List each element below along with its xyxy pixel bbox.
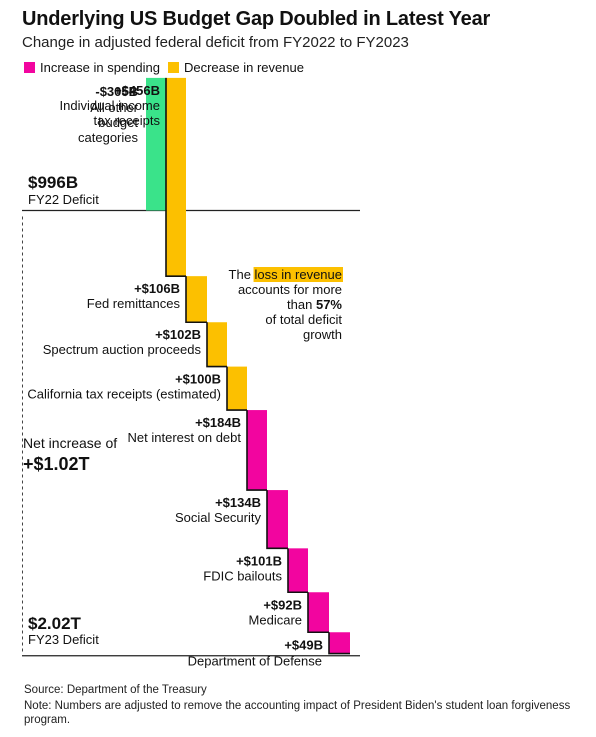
net-increase-label: Net increase of — [23, 435, 117, 451]
waterfall-bar-9 — [308, 592, 329, 633]
waterfall-bar-10 — [329, 632, 350, 654]
legend-label-spending: Increase in spending — [40, 60, 160, 75]
footnote-line-2: program. — [24, 714, 71, 726]
annotation-segment-5-1: growth — [303, 327, 342, 342]
data-label-8: +$101B — [236, 553, 282, 568]
category-label-1-line-3: categories — [78, 130, 138, 145]
annotation-segment-1-2: loss in revenue — [255, 267, 342, 282]
annotation-segment-3-1: than — [287, 297, 316, 312]
annotation-segment-2-1: accounts for more — [238, 282, 342, 297]
waterfall-bar-2 — [166, 77, 186, 277]
legend-swatch-revenue — [167, 62, 179, 73]
end-value-label: $2.02T — [28, 614, 82, 633]
data-label-3: +$106B — [134, 281, 180, 296]
annotation-line-1: The loss in revenue — [229, 267, 342, 282]
category-label-2-line-2: tax receipts — [94, 113, 161, 128]
waterfall-bar-7 — [267, 490, 288, 549]
end-category-label: FY23 Deficit — [28, 632, 99, 647]
waterfall-bar-6 — [247, 410, 267, 491]
legend: Increase in spending Decrease in revenue — [24, 60, 312, 75]
waterfall-bar-8 — [288, 548, 308, 593]
legend-item-revenue: Decrease in revenue — [167, 60, 304, 75]
data-label-10: +$49B — [284, 637, 323, 652]
waterfall-bar-1 — [146, 77, 166, 211]
category-label-7: Social Security — [175, 510, 261, 525]
category-label-1-line-2: budget — [98, 115, 138, 130]
data-label-4: +$102B — [155, 327, 201, 342]
category-label-6: Net interest on debt — [128, 430, 242, 445]
waterfall-bar-5 — [227, 366, 247, 411]
annotation-line-2: accounts for more — [238, 282, 342, 297]
annotation-segment-1-1: The — [229, 267, 255, 282]
category-label-1-line-1: All other — [90, 100, 138, 115]
data-label-1: -$305B — [95, 84, 138, 99]
waterfall-step-outline — [165, 77, 350, 655]
data-label-5: +$100B — [175, 372, 221, 387]
data-label-7: +$134B — [215, 495, 261, 510]
start-category-label: FY22 Deficit — [28, 192, 99, 207]
data-label-6: +$184B — [195, 415, 241, 430]
category-label-5: California tax receipts (estimated) — [27, 387, 221, 402]
waterfall-bar-3 — [186, 276, 207, 323]
category-label-3: Fed remittances — [87, 296, 181, 311]
data-label-9: +$92B — [263, 597, 302, 612]
annotation-line-4: of total deficit — [265, 312, 342, 327]
legend-label-revenue: Decrease in revenue — [183, 60, 304, 75]
footnote-line-1: Note: Numbers are adjusted to remove the… — [24, 700, 571, 712]
legend-item-spending: Increase in spending — [24, 60, 160, 75]
net-increase-value: +$1.02T — [23, 454, 90, 474]
category-label-4: Spectrum auction proceeds — [43, 342, 202, 357]
waterfall-bar-4 — [207, 322, 227, 367]
category-label-9: Medicare — [249, 612, 302, 627]
category-label-8: FDIC bailouts — [203, 568, 282, 583]
chart-subtitle: Change in adjusted federal deficit from … — [22, 34, 409, 51]
category-label-2-line-1: Individual income — [60, 98, 160, 113]
data-label-2: +$456B — [114, 83, 160, 98]
category-label-10: Department of Defense — [188, 654, 322, 669]
legend-swatch-spending — [24, 62, 35, 73]
annotation-line-5: growth — [303, 327, 342, 342]
start-value-label: $996B — [28, 173, 78, 192]
chart-title: Underlying US Budget Gap Doubled in Late… — [22, 8, 491, 30]
source-note: Source: Department of the Treasury — [24, 684, 207, 696]
annotation-segment-4-1: of total deficit — [265, 312, 342, 327]
annotation-highlight — [253, 267, 343, 282]
annotation-segment-3-2: 57% — [316, 297, 342, 312]
annotation-line-3: than 57% — [287, 297, 342, 312]
